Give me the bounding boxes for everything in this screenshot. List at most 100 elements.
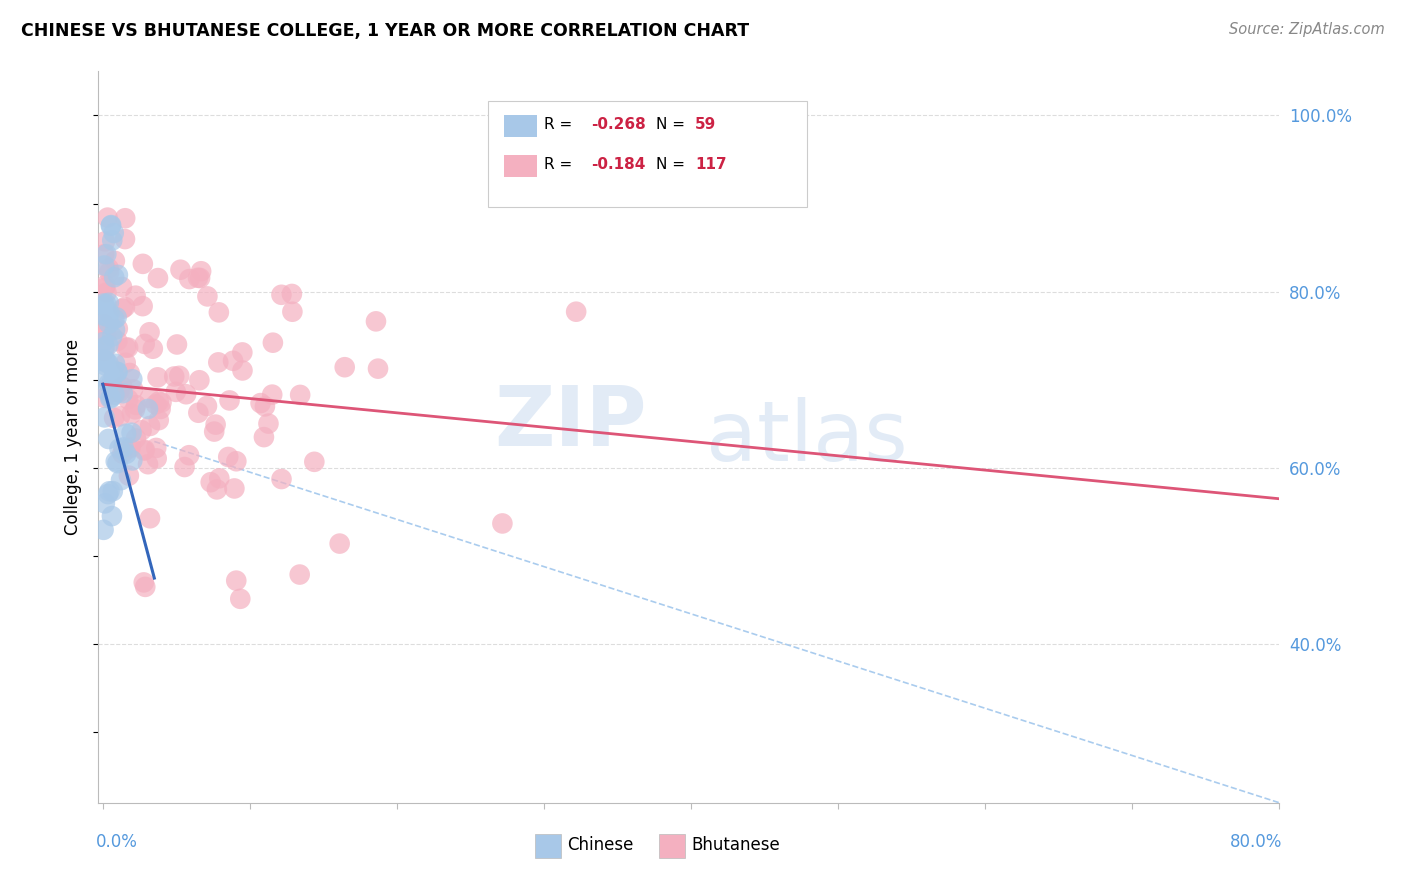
Point	[97, 432, 120, 446]
Point	[93, 523, 115, 537]
Point	[304, 455, 326, 469]
Point	[108, 409, 131, 424]
Point	[100, 219, 122, 233]
Point	[96, 247, 118, 261]
Point	[97, 211, 120, 225]
Point	[118, 468, 141, 483]
Point	[93, 296, 115, 310]
Point	[94, 235, 117, 249]
Point	[117, 341, 139, 355]
Point	[114, 356, 136, 370]
Point	[103, 226, 125, 240]
Point	[139, 511, 162, 525]
Point	[111, 386, 134, 401]
Point	[200, 475, 222, 490]
Point	[93, 352, 115, 367]
Point	[224, 482, 246, 496]
Point	[364, 314, 387, 328]
Point	[217, 450, 239, 464]
Point	[111, 301, 134, 316]
Point	[165, 384, 187, 399]
Point	[139, 419, 162, 434]
Point	[281, 287, 304, 301]
Point	[94, 383, 117, 397]
Point	[93, 299, 115, 313]
Point	[145, 441, 167, 455]
Point	[114, 232, 136, 246]
Text: Chinese: Chinese	[567, 836, 634, 855]
Point	[100, 218, 122, 232]
Point	[491, 516, 513, 531]
Point	[218, 393, 240, 408]
Point	[125, 431, 148, 445]
Point	[107, 268, 129, 282]
Point	[93, 369, 115, 384]
Point	[145, 397, 167, 411]
Point	[93, 354, 115, 368]
Point	[204, 417, 226, 432]
Point	[329, 536, 352, 550]
Point	[94, 326, 117, 340]
Point	[105, 384, 128, 399]
Point	[120, 440, 142, 454]
Text: 80.0%: 80.0%	[1230, 833, 1282, 851]
Point	[101, 233, 124, 247]
Point	[222, 353, 245, 368]
Point	[190, 264, 212, 278]
Point	[104, 454, 127, 468]
Point	[173, 460, 195, 475]
Point	[103, 411, 125, 425]
Point	[145, 451, 167, 466]
Point	[253, 430, 276, 444]
Point	[136, 457, 159, 471]
Bar	[503, 115, 537, 137]
Point	[93, 340, 115, 354]
Point	[118, 366, 141, 380]
Text: 59: 59	[695, 117, 716, 132]
Point	[139, 391, 162, 405]
Point	[225, 574, 247, 588]
Point	[174, 387, 197, 401]
Text: R =: R =	[544, 157, 576, 172]
Point	[188, 271, 211, 285]
FancyBboxPatch shape	[488, 101, 807, 207]
Point	[96, 310, 118, 324]
Point	[132, 443, 155, 458]
Text: N =: N =	[655, 157, 690, 172]
Point	[115, 426, 138, 441]
Point	[105, 365, 128, 379]
Point	[134, 442, 156, 457]
Point	[124, 288, 146, 302]
Point	[367, 361, 389, 376]
Text: atlas: atlas	[706, 397, 908, 477]
Point	[131, 299, 153, 313]
Point	[132, 257, 155, 271]
Point	[97, 261, 120, 276]
Point	[105, 334, 128, 348]
Point	[93, 247, 115, 261]
Point	[93, 391, 115, 405]
Text: -0.184: -0.184	[591, 157, 645, 172]
Point	[98, 484, 121, 499]
Point	[98, 392, 121, 406]
Text: 117: 117	[695, 157, 727, 172]
Point	[121, 453, 143, 467]
Point	[231, 345, 253, 359]
Text: -0.268: -0.268	[591, 117, 645, 132]
Point	[208, 471, 231, 485]
Point	[94, 496, 117, 510]
Point	[166, 337, 188, 351]
Point	[179, 272, 201, 286]
Point	[270, 472, 292, 486]
Point	[169, 368, 191, 383]
Point	[103, 270, 125, 285]
Point	[96, 285, 118, 300]
Point	[565, 304, 588, 318]
Point	[208, 305, 231, 319]
Point	[97, 357, 120, 371]
Point	[94, 354, 117, 368]
Point	[149, 401, 172, 416]
Point	[107, 365, 129, 379]
Point	[111, 447, 134, 461]
Point	[148, 394, 170, 409]
